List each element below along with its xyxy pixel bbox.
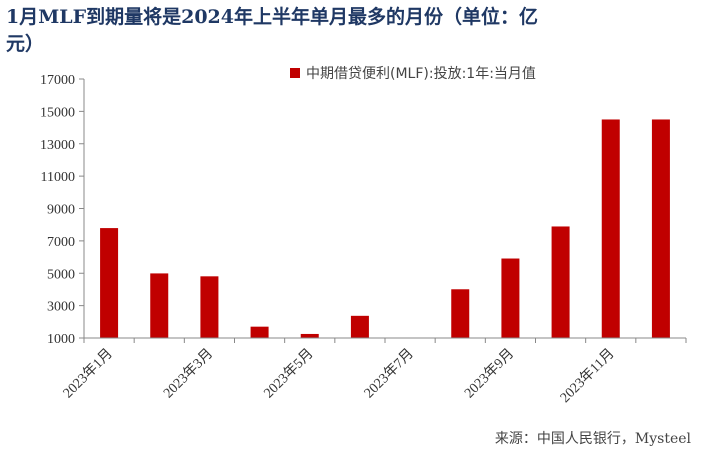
- x-tick-label: 2023年9月: [461, 346, 517, 402]
- y-tick-label: 3000: [47, 300, 75, 315]
- y-axis: 1000 3000 5000 7000 9000 11000 13000 15000 17000: [40, 73, 85, 347]
- source-note: 来源：中国人民银行，Mysteel: [494, 431, 691, 447]
- bars: [100, 119, 670, 338]
- bar: [100, 228, 119, 338]
- x-axis: 2023年1月 2023年3月 2023年5月 2023年7月 2023年9月 2023年…: [60, 337, 687, 406]
- bar: [451, 289, 470, 338]
- y-tick-label: 11000: [41, 170, 75, 185]
- bar: [150, 273, 169, 338]
- y-tick-label: 13000: [40, 138, 75, 153]
- legend: 中期借贷便利(MLF):投放:1年:当月值: [290, 66, 536, 82]
- bar: [300, 333, 319, 338]
- chart-title: 1月MLF到期量将是2024年上半年单月最多的月份（单位：亿元）: [6, 6, 538, 55]
- bar: [601, 119, 620, 338]
- y-tick-label: 9000: [47, 203, 75, 218]
- legend-swatch: [290, 68, 300, 78]
- x-tick-label: 2023年5月: [261, 346, 317, 402]
- x-tick-label: 2023年11月: [557, 346, 617, 406]
- x-tick-label: 2023年7月: [361, 346, 417, 402]
- y-tick-label: 5000: [47, 267, 75, 282]
- legend-label: 中期借贷便利(MLF):投放:1年:当月值: [306, 66, 536, 82]
- y-tick-label: 1000: [47, 332, 75, 347]
- bar: [551, 226, 570, 338]
- y-tick-label: 7000: [47, 235, 75, 250]
- y-tick-label: 17000: [40, 73, 75, 88]
- y-tick-label: 15000: [40, 105, 75, 120]
- bar: [350, 315, 369, 338]
- bar: [200, 276, 219, 338]
- bar: [250, 326, 269, 338]
- bar: [501, 258, 520, 338]
- bar: [651, 119, 670, 338]
- x-tick-label: 2023年3月: [160, 346, 216, 402]
- x-tick-label: 2023年1月: [60, 346, 116, 402]
